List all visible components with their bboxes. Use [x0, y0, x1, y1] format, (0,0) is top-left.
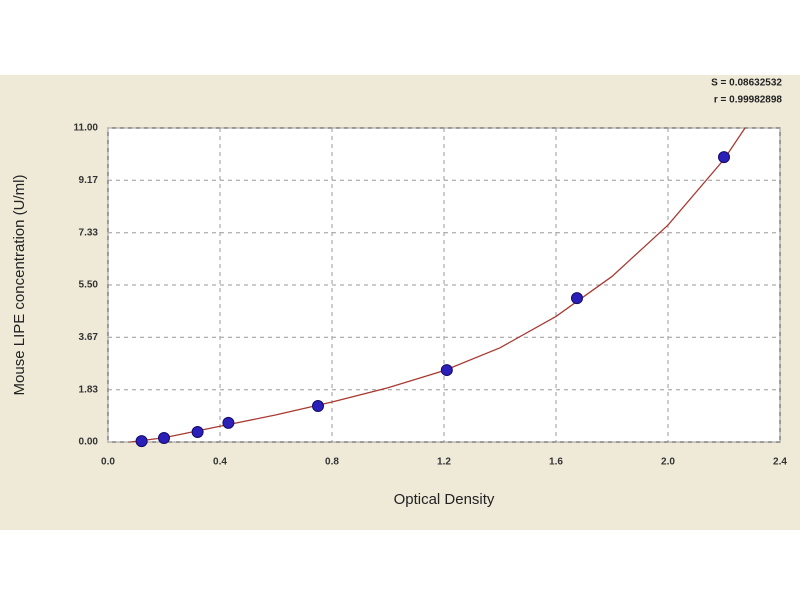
x-axis-label: Optical Density	[394, 491, 495, 508]
y-tick-label: 9.17	[79, 175, 99, 186]
annotation: S = 0.08632532	[711, 78, 782, 89]
y-axis-label: Mouse LIPE concentration (U/ml)	[11, 175, 28, 396]
data-point	[440, 364, 453, 377]
data-point	[222, 416, 235, 429]
x-tick-label: 0.8	[325, 457, 339, 468]
y-tick-label: 1.83	[79, 384, 99, 395]
x-tick-label: 0.4	[213, 457, 227, 468]
data-point	[135, 435, 148, 448]
x-tick-label: 2.4	[773, 457, 787, 468]
data-point	[718, 151, 730, 164]
y-tick-label: 7.33	[79, 227, 99, 238]
data-point	[571, 292, 583, 305]
data-point	[158, 432, 170, 445]
x-tick-label: 2.0	[661, 457, 675, 468]
x-tick-label: 1.2	[437, 457, 451, 468]
y-tick-label: 11.00	[74, 123, 99, 134]
y-tick-label: 5.50	[79, 280, 99, 291]
data-point	[312, 400, 324, 413]
annotation: r = 0.99982898	[714, 95, 783, 106]
x-tick-label: 0.0	[101, 457, 115, 468]
x-tick-label: 1.6	[549, 457, 563, 468]
y-tick-label: 3.67	[79, 332, 99, 343]
data-point	[191, 426, 204, 439]
y-tick-label: 0.00	[79, 437, 99, 448]
